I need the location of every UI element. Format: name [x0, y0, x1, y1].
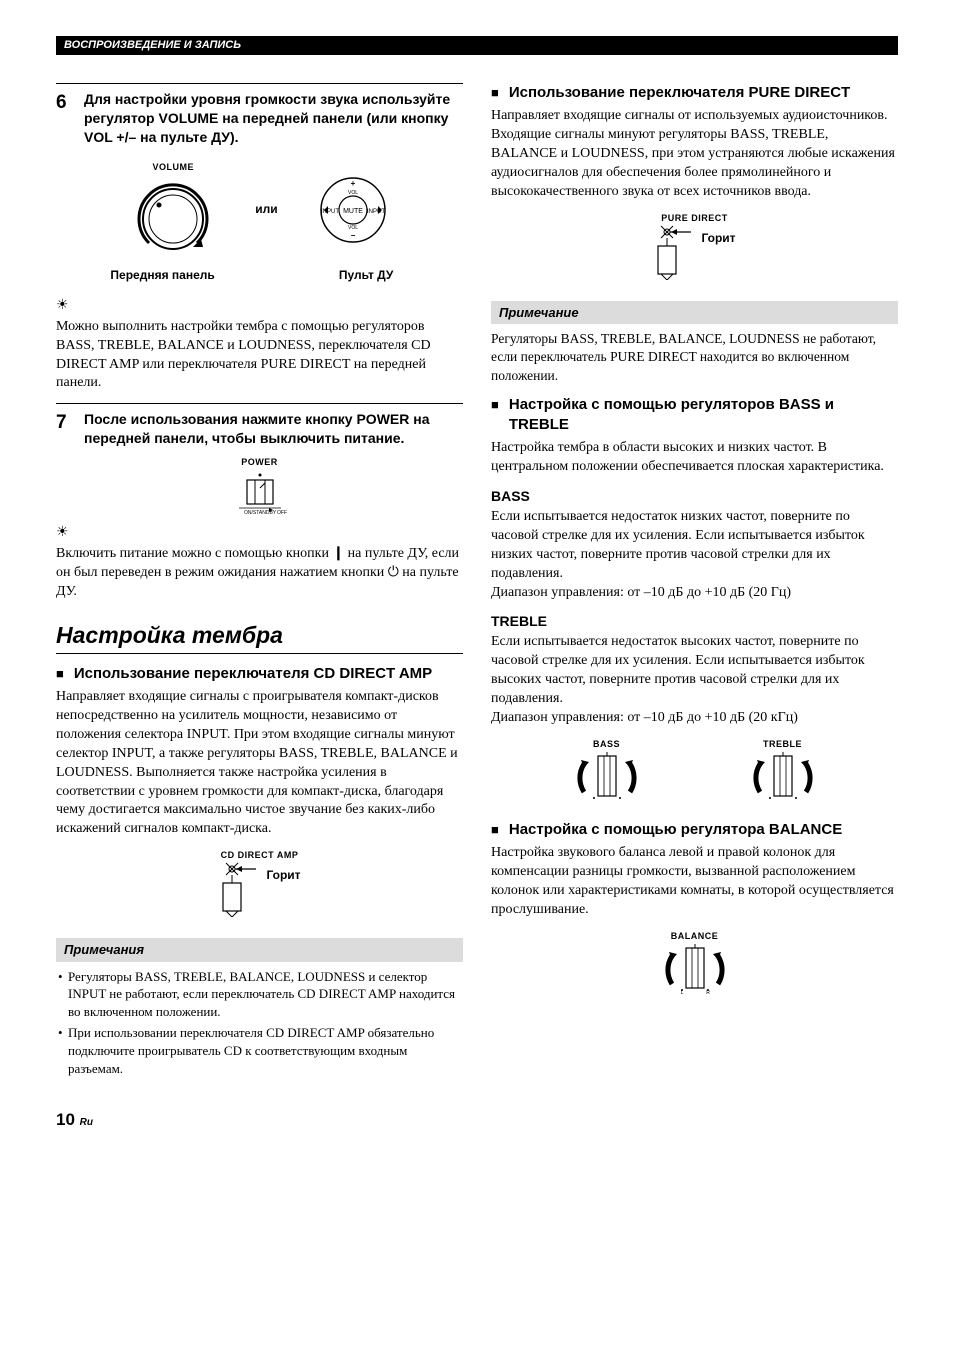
balance-knob-label: BALANCE [652, 930, 738, 942]
svg-text:R: R [706, 990, 710, 996]
cd-direct-switch-diagram: CD DIRECT AMP Горит [56, 849, 463, 924]
tip-icon: ☀ [56, 297, 463, 316]
bass-range: Диапазон управления: от –10 дБ до +10 дБ… [491, 584, 898, 603]
svg-text:VOL: VOL [348, 190, 358, 196]
right-column: ■ Использование переключателя PURE DIREC… [491, 83, 898, 1081]
step-7-tip: Включить питание можно с помощью кнопки … [56, 545, 463, 602]
step-7-number: 7 [56, 410, 84, 436]
svg-text:OFF: OFF [277, 510, 287, 516]
pure-direct-lit-label: Горит [701, 230, 735, 246]
bass-heading: BASS [491, 487, 898, 506]
svg-text:INPUT: INPUT [367, 209, 385, 215]
notes-heading: Примечания [56, 938, 463, 962]
left-column: 6 Для настройки уровня громкости звука и… [56, 83, 463, 1081]
treble-range: Диапазон управления: от –10 дБ до +10 дБ… [491, 709, 898, 728]
svg-text:+: + [350, 179, 355, 188]
bass-treble-intro: Настройка тембра в области высоких и низ… [491, 439, 898, 477]
balance-knob-icon: L R [652, 942, 738, 998]
step-6-diagram: VOLUME или MUTE + − INPUT INPUT VO [56, 161, 463, 259]
bass-body: Если испытывается недостаток низких част… [491, 508, 898, 584]
step-7-text: После использования нажмите кнопку POWER… [84, 410, 463, 448]
cd-direct-title: ■ Использование переключателя CD DIRECT … [56, 664, 463, 684]
note-item: Регуляторы BASS, TREBLE, BALANCE, LOUDNE… [58, 968, 463, 1021]
square-bullet-icon: ■ [491, 820, 499, 840]
balance-knob-diagram: BALANCE L R [491, 930, 898, 998]
treble-heading: TREBLE [491, 612, 898, 631]
svg-text:INPUT: INPUT [321, 209, 339, 215]
volume-knob-icon [131, 175, 215, 259]
step-6-tip: Можно выполнить настройки тембра с помощ… [56, 318, 463, 394]
page-number: 10 Ru [56, 1109, 898, 1132]
balance-title: ■ Настройка с помощью регулятора BALANCE [491, 820, 898, 840]
note-item: При использовании переключателя CD DIREC… [58, 1024, 463, 1077]
bass-knob-icon [564, 750, 650, 806]
bass-treble-title-text: Настройка с помощью регуляторов BASS и T… [509, 395, 898, 436]
balance-title-text: Настройка с помощью регулятора BALANCE [509, 820, 842, 840]
square-bullet-icon: ■ [491, 395, 499, 415]
caption-remote: Пульт ДУ [269, 267, 463, 283]
pure-direct-body: Направляет входящие сигналы от используе… [491, 107, 898, 201]
svg-text:−: − [350, 231, 355, 240]
remote-pad-icon: MUTE + − INPUT INPUT VOL VOL [318, 172, 388, 248]
pure-direct-switch-icon [653, 224, 695, 280]
content-columns: 6 Для настройки уровня громкости звука и… [56, 83, 898, 1081]
square-bullet-icon: ■ [56, 664, 64, 684]
step-6-text: Для настройки уровня громкости звука исп… [84, 90, 463, 147]
cd-direct-title-text: Использование переключателя CD DIRECT AM… [74, 664, 432, 684]
step-6-number: 6 [56, 90, 84, 116]
treble-knob-label: TREBLE [740, 738, 826, 750]
treble-body: Если испытывается недостаток высоких час… [491, 633, 898, 709]
bass-knob-diagram: BASS [564, 738, 650, 806]
square-bullet-icon: ■ [491, 83, 499, 103]
svg-text:ON/STANDBY: ON/STANDBY [244, 510, 277, 516]
pure-direct-switch-label: PURE DIRECT [491, 212, 898, 224]
power-label: POWER [56, 456, 463, 468]
cd-direct-body: Направляет входящие сигналы с проигрыват… [56, 688, 463, 839]
note-heading: Примечание [491, 301, 898, 325]
treble-knob-diagram: TREBLE [740, 738, 826, 806]
bass-knob-label: BASS [564, 738, 650, 750]
tone-adjust-title: Настройка тембра [56, 620, 463, 654]
cd-direct-switch-label: CD DIRECT AMP [56, 849, 463, 861]
section-header-bar: ВОСПРОИЗВЕДЕНИЕ И ЗАПИСЬ [56, 36, 898, 55]
notes-list: Регуляторы BASS, TREBLE, BALANCE, LOUDNE… [56, 968, 463, 1077]
step-6: 6 Для настройки уровня громкости звука и… [56, 83, 463, 147]
pure-direct-title-text: Использование переключателя PURE DIRECT [509, 83, 850, 103]
step-6-captions: Передняя панель Пульт ДУ [56, 267, 463, 283]
treble-knob-icon [740, 750, 826, 806]
svg-text:VOL: VOL [348, 225, 358, 231]
bass-treble-knobs: BASS TREBLE [491, 738, 898, 806]
balance-body: Настройка звукового баланса левой и прав… [491, 844, 898, 920]
power-switch-icon: ON/STANDBY OFF [233, 470, 287, 516]
svg-text:MUTE: MUTE [343, 208, 363, 215]
cd-direct-lit-label: Горит [266, 867, 300, 883]
pure-direct-title: ■ Использование переключателя PURE DIREC… [491, 83, 898, 103]
page-number-value: 10 [56, 1110, 75, 1129]
pure-direct-switch-diagram: PURE DIRECT Горит [491, 212, 898, 287]
caption-front-panel: Передняя панель [56, 267, 269, 283]
or-label: или [255, 201, 277, 217]
cd-direct-switch-icon [218, 861, 260, 917]
svg-text:L: L [680, 990, 683, 996]
step-7: 7 После использования нажмите кнопку POW… [56, 403, 463, 448]
bass-treble-title: ■ Настройка с помощью регуляторов BASS и… [491, 395, 898, 436]
volume-knob-diagram: VOLUME [131, 161, 215, 259]
page-number-suffix: Ru [80, 1117, 93, 1128]
power-diagram: POWER ON/STANDBY OFF [56, 456, 463, 516]
pure-direct-note: Регуляторы BASS, TREBLE, BALANCE, LOUDNE… [491, 330, 898, 385]
tip-icon-2: ☀ [56, 524, 463, 543]
volume-label: VOLUME [131, 161, 215, 173]
